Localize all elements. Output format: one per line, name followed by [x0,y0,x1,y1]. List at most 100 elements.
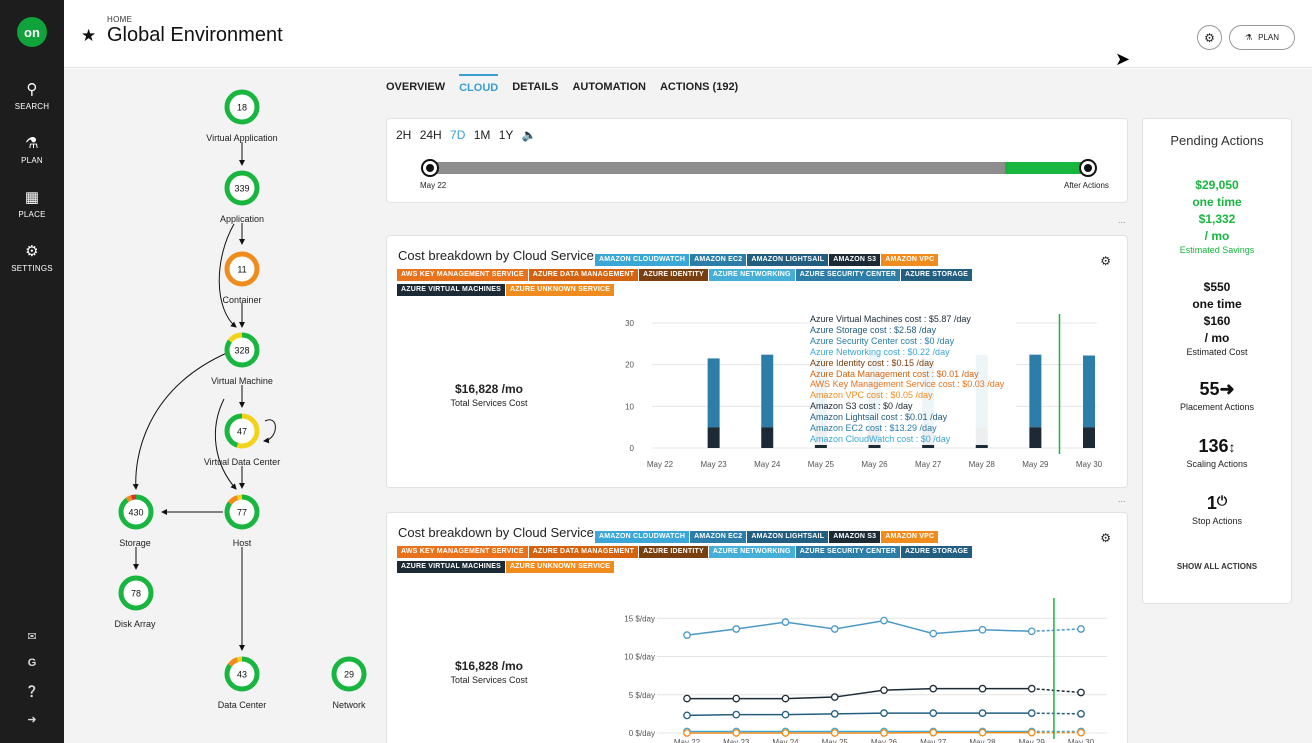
x-tick-label: May 22 [674,738,701,743]
service-tag[interactable]: AZURE IDENTITY [639,269,708,281]
service-tag[interactable]: AZURE VIRTUAL MACHINES [397,284,505,296]
data-point [880,709,888,717]
topology-node-app[interactable]: 339 [224,170,260,206]
scaling-actions-label: Scaling Actions [1186,459,1248,469]
scaling-count: 136 [1198,436,1229,456]
range-24h[interactable]: 24H [419,128,442,142]
service-tag[interactable]: AZURE STORAGE [900,546,973,558]
bar [1029,354,1042,428]
show-all-actions-link[interactable]: SHOW ALL ACTIONS [1176,562,1258,571]
service-tag[interactable]: AWS KEY MANAGEMENT SERVICE [397,546,528,558]
service-tag[interactable]: AMAZON S3 [829,531,881,543]
savings-monthly-value: $1,332 [1198,212,1236,226]
scaling-actions[interactable]: 136↕ [1143,436,1291,457]
service-tag[interactable]: AMAZON VPC [881,531,939,543]
topology-node-vm[interactable]: 328 [224,332,260,368]
service-tag[interactable]: AWS KEY MANAGEMENT SERVICE [397,269,528,281]
node-label-data-center: Data Center [217,700,267,710]
service-tag[interactable]: AMAZON VPC [881,254,939,266]
tooltip-line: Amazon Lightsail cost : $0.01 /day [810,412,948,423]
series-projection [1031,628,1082,633]
service-tag[interactable]: AMAZON LIGHTSAIL [747,254,829,266]
nav-place[interactable]: ▦ PLACE [0,188,64,219]
service-tag[interactable]: AZURE DATA MANAGEMENT [528,269,639,281]
gear-icon[interactable]: ⚙ [1100,531,1111,545]
tab-details[interactable]: DETAILS [512,81,559,93]
nav-settings[interactable]: ⚙ SETTINGS [0,242,64,273]
service-tag[interactable]: AZURE NETWORKING [708,546,795,558]
tab-automation[interactable]: AUTOMATION [572,81,646,93]
stop-actions[interactable]: 1⏻ [1143,493,1291,514]
tab-overview[interactable]: OVERVIEW [386,81,446,93]
service-tag[interactable]: AZURE VIRTUAL MACHINES [397,561,505,573]
help-icon[interactable]: ❔ [25,686,39,698]
star-icon[interactable]: ★ [81,26,97,45]
arrow-right-icon: ➜ [1219,379,1235,399]
placement-actions[interactable]: 55➜ [1143,379,1291,400]
service-tag[interactable]: AZURE DATA MANAGEMENT [528,546,639,558]
range-1m[interactable]: 1M [473,128,491,142]
x-tick-label: May 23 [723,738,750,743]
service-tag[interactable]: AMAZON LIGHTSAIL [747,531,829,543]
node-label-storage: Storage [119,538,151,548]
node-label-host: Host [232,538,252,548]
x-tick-label: May 22 [647,460,674,469]
service-tag[interactable]: AMAZON EC2 [690,531,747,543]
nav-search[interactable]: ⚲ SEARCH [0,80,64,111]
service-tag[interactable]: AZURE NETWORKING [708,269,795,281]
service-tag[interactable]: AMAZON CLOUDWATCH [595,531,690,543]
service-tag[interactable]: AMAZON EC2 [690,254,747,266]
more-icon[interactable]: ... [1118,494,1126,504]
node-count: 29 [344,670,354,680]
time-range-selector: 2H 24H 7D 1M 1Y 🔈 [396,128,542,142]
speaker-icon[interactable]: 🔈 [521,128,537,142]
gear-icon: ⚙ [1204,30,1215,45]
tab-actions[interactable]: ACTIONS (192) [659,81,739,93]
logout-icon[interactable]: ➜ [27,714,37,726]
timeline-start-handle[interactable] [421,159,439,177]
cost-monthly-value: $160 [1203,314,1231,328]
service-tag[interactable]: AZURE STORAGE [900,269,973,281]
service-tag[interactable]: AZURE SECURITY CENTER [795,546,900,558]
service-tag[interactable]: AMAZON CLOUDWATCH [595,254,690,266]
nav-label: SEARCH [14,102,50,111]
plan-button[interactable]: ⚗ PLAN [1229,25,1295,50]
flask-icon: ⚗ [25,135,39,152]
google-icon[interactable]: G [27,657,37,669]
resize-icon: ↕ [1228,439,1236,455]
range-2h[interactable]: 2H [396,128,412,142]
topology-node-disk[interactable]: 78 [118,575,154,611]
range-1y[interactable]: 1Y [498,128,514,142]
more-icon[interactable]: ... [1118,215,1126,225]
tooltip-line: Amazon S3 cost : $0 /day [810,401,913,412]
range-7d[interactable]: 7D [450,128,466,142]
series-line [686,619,1032,636]
nav-plan[interactable]: ⚗ PLAN [0,134,64,165]
service-tag[interactable]: AMAZON S3 [829,254,881,266]
mail-icon[interactable]: ✉ [27,631,37,643]
service-tag[interactable]: AZURE UNKNOWN SERVICE [505,284,615,296]
breadcrumb[interactable]: HOME [107,15,133,24]
topology-node-va[interactable]: 18 [224,89,260,125]
topology-node-dc[interactable]: 43 [224,656,260,692]
topology-node-vdc[interactable]: 47 [224,413,260,449]
timeline-end-handle[interactable] [1079,159,1097,177]
service-tag[interactable]: AZURE UNKNOWN SERVICE [505,561,615,573]
tooltip-line: Amazon VPC cost : $0.05 /day [810,390,933,401]
service-tag[interactable]: AZURE IDENTITY [639,546,708,558]
series-line [687,687,1032,700]
data-point [683,694,691,703]
service-tag[interactable]: AZURE SECURITY CENTER [795,269,900,281]
timeline-track[interactable] [432,162,1087,174]
logo[interactable]: on [17,17,47,47]
estimated-cost-label: Estimated Cost [1186,347,1248,357]
stop-actions-label: Stop Actions [1191,516,1243,526]
topology-node-net[interactable]: 29 [331,656,367,692]
topology-node-cont[interactable]: 11 [224,251,260,287]
topology-node-host[interactable]: 77 [224,494,260,530]
topology-node-sto[interactable]: 430 [118,494,154,530]
tab-cloud[interactable]: CLOUD [459,74,499,100]
gear-icon[interactable]: ⚙ [1100,254,1111,268]
data-point [781,618,790,626]
settings-button[interactable]: ⚙ [1197,25,1222,50]
